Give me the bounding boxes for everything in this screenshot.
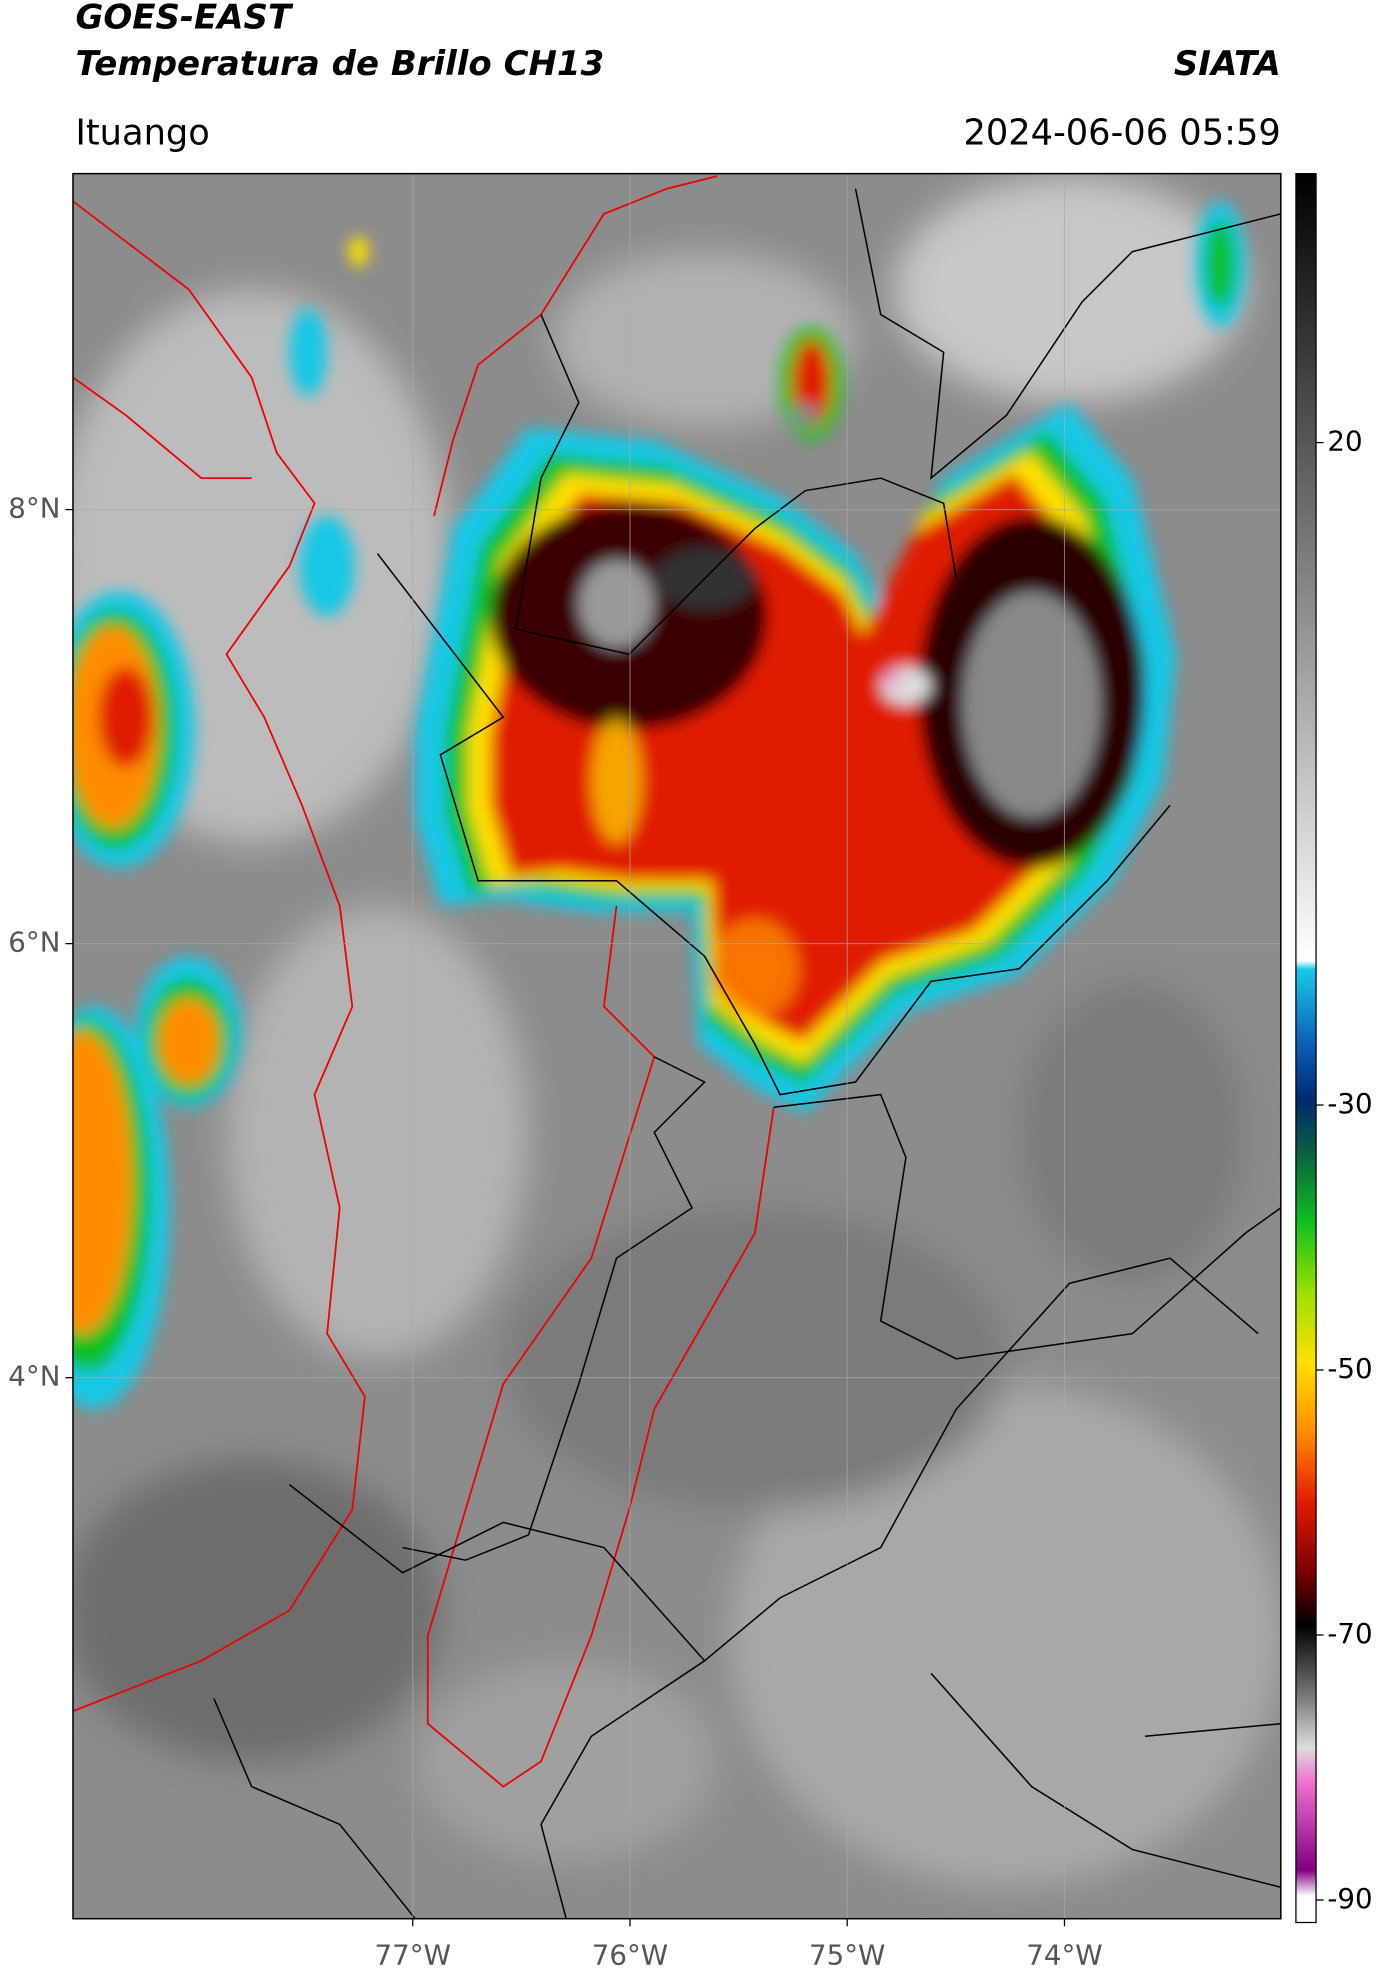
source: SIATA [1174, 44, 1281, 84]
timestamp: 2024-06-06 05:59 [963, 113, 1280, 154]
y-tick-label: 8°N [8, 492, 60, 525]
x-tick-label: 77°W [375, 1938, 451, 1971]
colorbar-label: -30 [1327, 1087, 1372, 1120]
gridlines [72, 173, 1281, 1919]
colorbar-label: -50 [1327, 1352, 1372, 1385]
y-tick-label: 4°N [8, 1360, 60, 1393]
admin-boundaries [213, 188, 1281, 1919]
x-tick-label: 75°W [809, 1938, 885, 1971]
colorbar [1295, 172, 1317, 1924]
subtitle: Temperatura de Brillo CH13 [75, 44, 604, 84]
y-tick-label: 6°N [8, 926, 60, 959]
location: Ituango [75, 113, 209, 154]
colorbar-label: -70 [1327, 1617, 1372, 1650]
title: GOES-EAST [75, 0, 293, 37]
x-tick-label: 74°W [1026, 1938, 1102, 1971]
satellite-image [72, 173, 1281, 1919]
colorbar-label: 20 [1327, 425, 1362, 458]
colorbar-label: -90 [1327, 1882, 1372, 1915]
plot-frame [72, 172, 1282, 1920]
x-tick-label: 76°W [592, 1938, 668, 1971]
